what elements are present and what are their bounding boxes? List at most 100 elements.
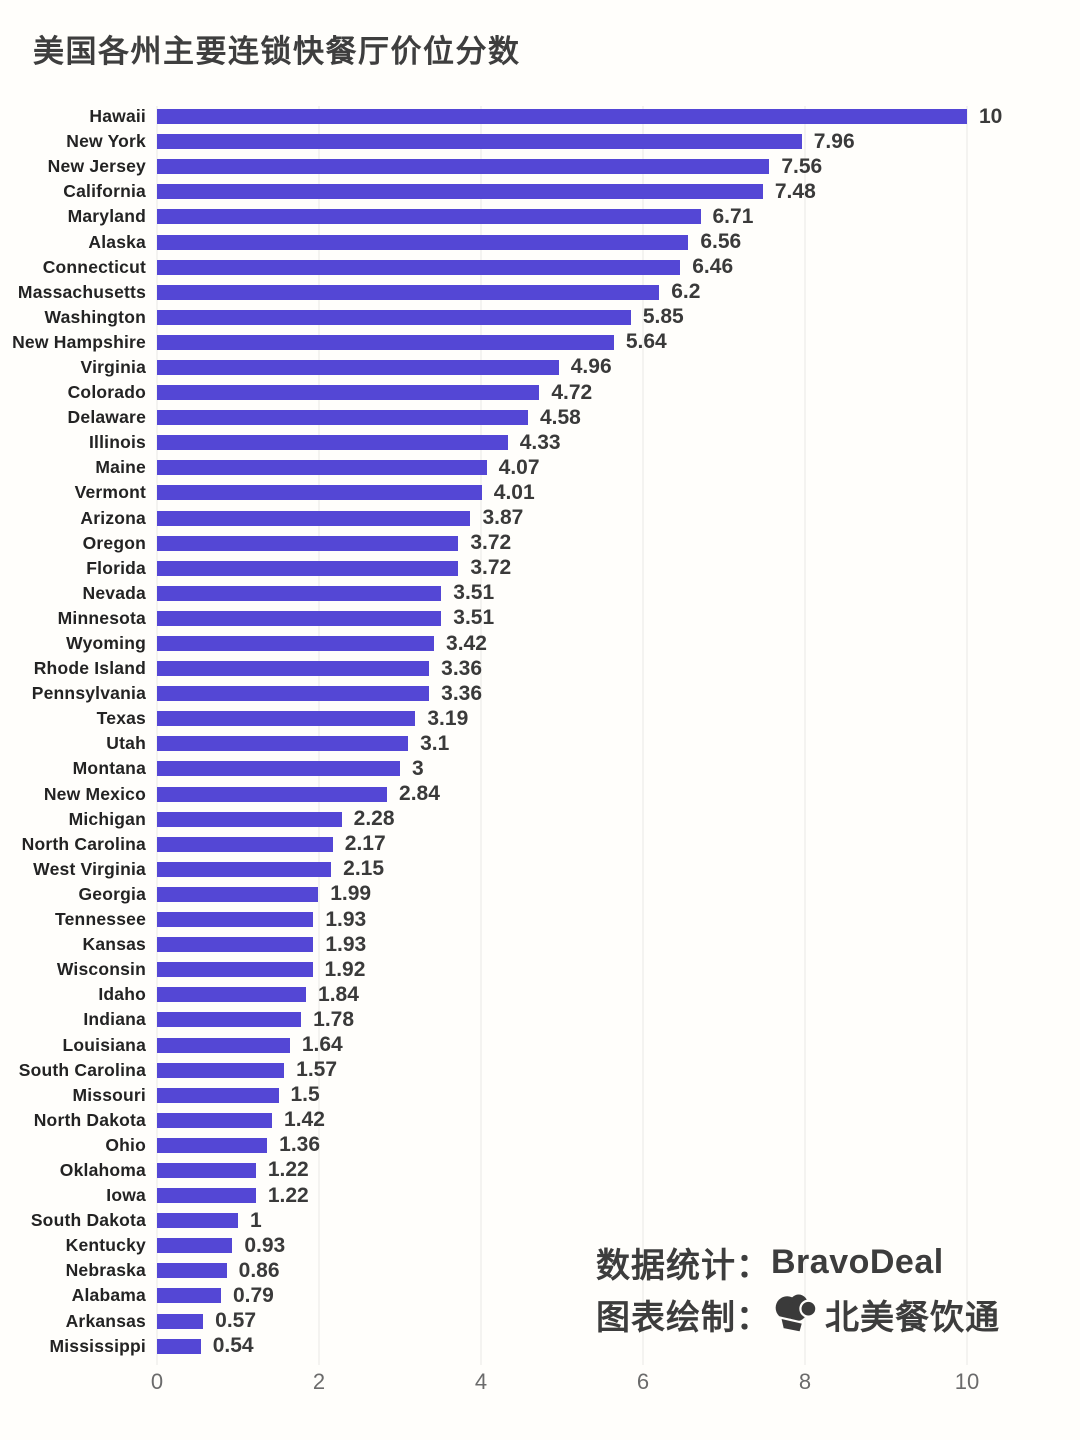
value-label: 0.54 bbox=[212, 1334, 254, 1358]
bar bbox=[157, 686, 430, 702]
bar-track: 1.84 bbox=[157, 982, 967, 1007]
value-label: 6.71 bbox=[712, 204, 754, 228]
chart-row: New Hampshire 5.64 bbox=[0, 330, 1080, 355]
bar-track: 2.15 bbox=[157, 857, 967, 882]
value-label: 5.85 bbox=[642, 305, 684, 329]
value-label: 10 bbox=[979, 104, 1003, 128]
x-tick-label: 8 bbox=[798, 1368, 812, 1394]
value-label: 3.51 bbox=[453, 581, 495, 605]
bar-track: 3.42 bbox=[157, 631, 967, 656]
value-label: 1.93 bbox=[325, 932, 367, 956]
bar-track: 2.17 bbox=[157, 832, 967, 857]
chart-row: Massachusetts 6.2 bbox=[0, 280, 1080, 305]
value-label: 0.57 bbox=[215, 1309, 257, 1333]
state-label: Montana bbox=[72, 758, 146, 779]
bar-track: 3.19 bbox=[157, 706, 967, 731]
state-label: Pennsylvania bbox=[31, 683, 146, 704]
bar bbox=[157, 209, 701, 225]
value-label: 1 bbox=[250, 1208, 262, 1232]
state-label: Oregon bbox=[82, 532, 146, 553]
chart-row: California 7.48 bbox=[0, 179, 1080, 204]
chart-row: Georgia 1.99 bbox=[0, 882, 1080, 907]
state-label: Vermont bbox=[74, 482, 146, 503]
value-label: 4.58 bbox=[539, 405, 581, 429]
bar bbox=[157, 385, 540, 401]
bar-track: 0.57 bbox=[157, 1309, 967, 1334]
bar-track: 4.96 bbox=[157, 355, 967, 380]
value-label: 1.92 bbox=[324, 957, 366, 981]
state-label: Colorado bbox=[67, 382, 146, 403]
state-label: Texas bbox=[96, 708, 146, 729]
bar bbox=[157, 886, 319, 902]
state-label: Florida bbox=[86, 557, 146, 578]
value-label: 3.1 bbox=[420, 731, 450, 755]
state-label: Kentucky bbox=[65, 1235, 146, 1256]
value-label: 5.64 bbox=[625, 330, 667, 354]
value-label: 0.93 bbox=[244, 1233, 286, 1257]
bar bbox=[157, 1137, 268, 1153]
chart-row: Wyoming 3.42 bbox=[0, 631, 1080, 656]
chart-row: Ohio 1.36 bbox=[0, 1133, 1080, 1158]
state-label: North Carolina bbox=[21, 833, 146, 854]
bar bbox=[157, 1238, 233, 1254]
chart-row: Rhode Island 3.36 bbox=[0, 656, 1080, 681]
value-label: 3.72 bbox=[470, 556, 512, 580]
bar bbox=[157, 159, 770, 175]
state-label: Nebraska bbox=[65, 1260, 146, 1281]
bar-track: 5.85 bbox=[157, 305, 967, 330]
state-label: Mississippi bbox=[49, 1335, 146, 1356]
bar bbox=[157, 761, 400, 777]
state-label: Oklahoma bbox=[59, 1159, 146, 1180]
state-label: South Dakota bbox=[30, 1210, 146, 1231]
chart-row: Wisconsin 1.92 bbox=[0, 957, 1080, 982]
value-label: 3.87 bbox=[482, 506, 524, 530]
bar-track: 4.72 bbox=[157, 380, 967, 405]
chart-row: South Carolina 1.57 bbox=[0, 1058, 1080, 1083]
bar bbox=[157, 1087, 279, 1103]
value-label: 1.22 bbox=[267, 1158, 309, 1182]
bar-track: 6.71 bbox=[157, 204, 967, 229]
state-label: Wisconsin bbox=[56, 959, 146, 980]
chart-row: Missouri 1.5 bbox=[0, 1083, 1080, 1108]
credits-block: 数据统计： BravoDeal 图表绘制： 北美餐饮通 bbox=[596, 1236, 1000, 1340]
state-label: New York bbox=[66, 131, 146, 152]
bar-track: 7.48 bbox=[157, 179, 967, 204]
x-tick-label: 0 bbox=[150, 1368, 164, 1394]
bar bbox=[157, 184, 763, 200]
bar-track: 1.92 bbox=[157, 957, 967, 982]
value-label: 0.79 bbox=[232, 1283, 274, 1307]
bar bbox=[157, 359, 559, 375]
bar-track: 1.78 bbox=[157, 1007, 967, 1032]
value-label: 7.96 bbox=[813, 129, 855, 153]
gridlines bbox=[156, 106, 968, 1365]
state-label: Michigan bbox=[68, 808, 146, 829]
chart-row: Delaware 4.58 bbox=[0, 405, 1080, 430]
value-label: 3.51 bbox=[453, 606, 495, 630]
chart-rows: Hawaii 10 New York 7.96 New Jersey 7.56 Califo… bbox=[0, 104, 1080, 1359]
bar bbox=[157, 912, 314, 928]
state-label: Illinois bbox=[88, 432, 146, 453]
bar-chart: Hawaii 10 New York 7.96 New Jersey 7.56 Califo… bbox=[0, 104, 1080, 1399]
x-tick-label: 6 bbox=[636, 1368, 650, 1394]
gridline bbox=[966, 106, 968, 1365]
bar-track: 1.22 bbox=[157, 1183, 967, 1208]
chart-row: Florida 3.72 bbox=[0, 556, 1080, 581]
value-label: 4.01 bbox=[493, 480, 535, 504]
bar bbox=[157, 1263, 227, 1279]
bar-track: 0.54 bbox=[157, 1334, 967, 1359]
bar-track: 3.51 bbox=[157, 606, 967, 631]
chart-row: Colorado 4.72 bbox=[0, 380, 1080, 405]
value-label: 1.84 bbox=[318, 982, 359, 1006]
chart-row: South Dakota 1 bbox=[0, 1208, 1080, 1233]
gridline bbox=[318, 106, 320, 1365]
value-label: 6.2 bbox=[671, 280, 701, 304]
value-label: 1.78 bbox=[313, 1007, 355, 1031]
bar-track: 4.01 bbox=[157, 480, 967, 505]
bar-track: 5.64 bbox=[157, 330, 967, 355]
chart-row: Illinois 4.33 bbox=[0, 430, 1080, 455]
value-label: 4.33 bbox=[519, 430, 561, 454]
chart-row: Texas 3.19 bbox=[0, 706, 1080, 731]
chart-row: Utah 3.1 bbox=[0, 731, 1080, 756]
chart-row: Louisiana 1.64 bbox=[0, 1032, 1080, 1057]
